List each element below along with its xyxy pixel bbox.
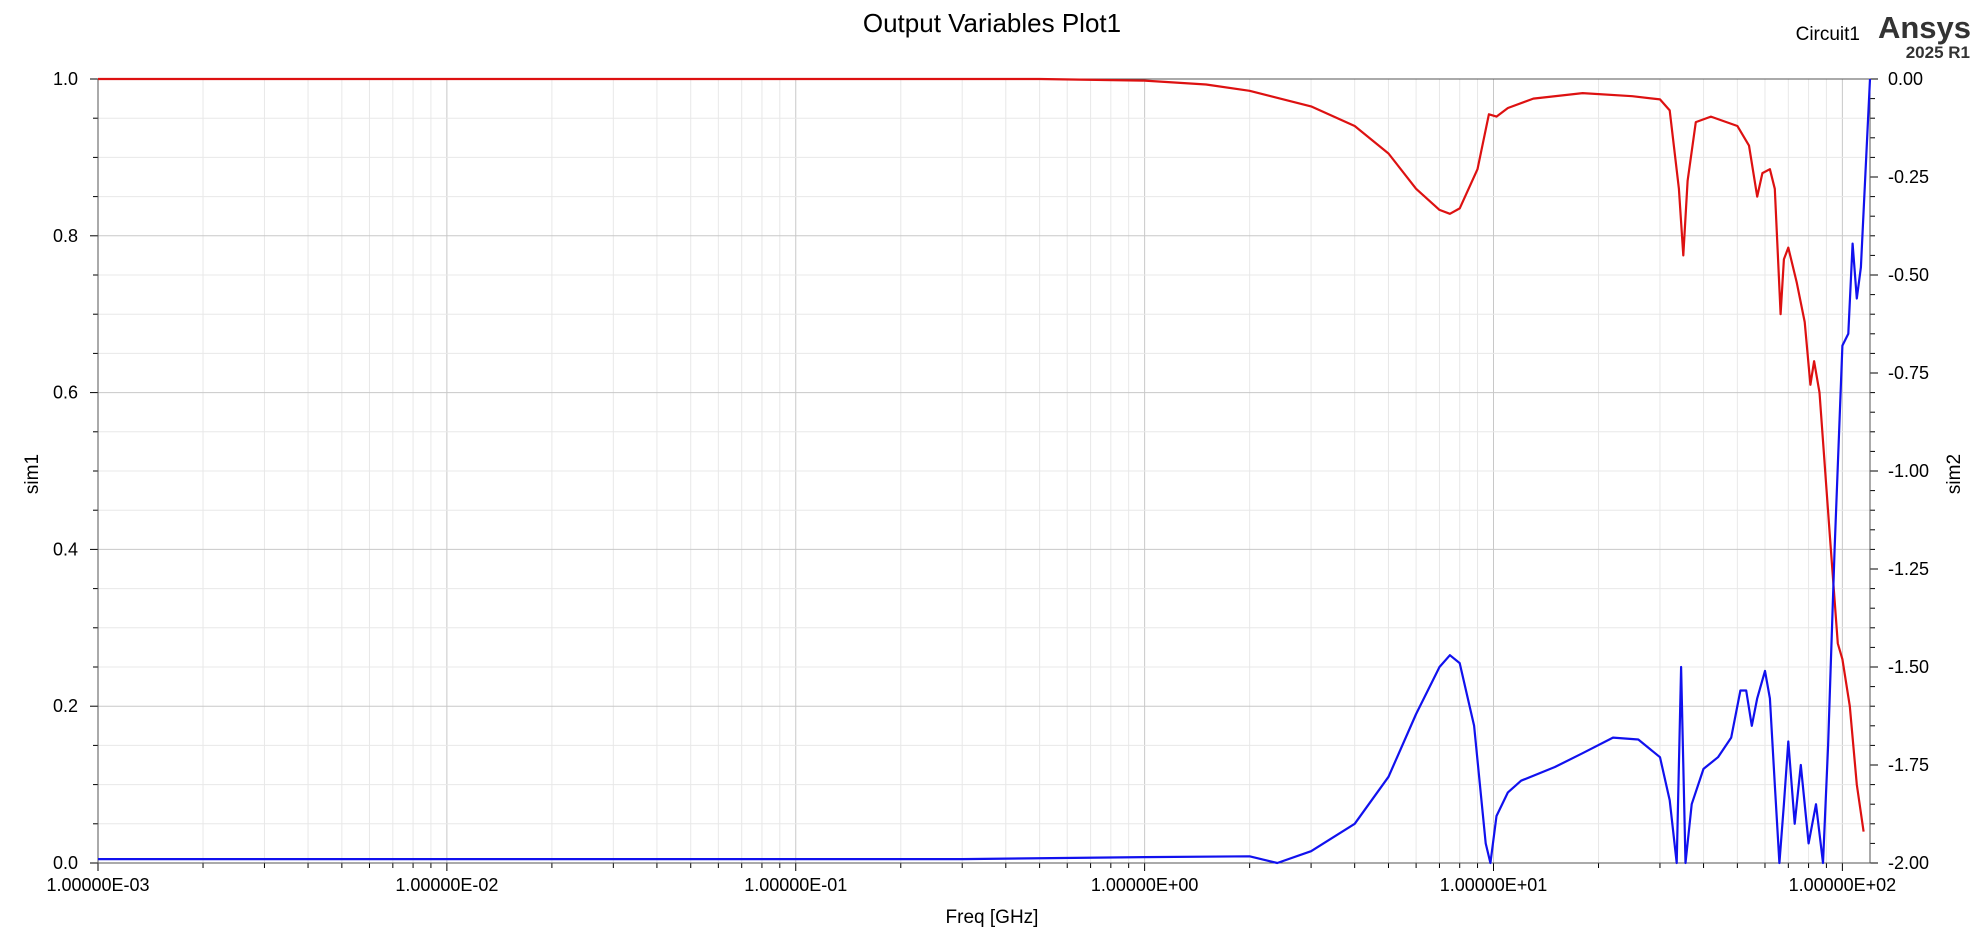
x-tick-label: 1.00000E+01	[1440, 875, 1548, 895]
y-right-tick-label: -2.00	[1888, 853, 1929, 873]
brand-logo-text: Ansys	[1877, 10, 1971, 45]
circuit-label: Circuit1	[1795, 24, 1860, 45]
y-left-tick-label: 0.2	[53, 696, 78, 716]
series-line-sim1	[98, 77, 1865, 832]
y-left-tick-label: 0.4	[53, 539, 78, 559]
y-left-tick-label: 0.6	[53, 383, 78, 403]
y-right-tick-label: -0.75	[1888, 363, 1929, 383]
chart-title: Output Variables Plot1	[862, 8, 1122, 38]
y-left-tick-label: 0.0	[53, 853, 78, 873]
x-tick-label: 1.00000E-01	[744, 875, 847, 895]
y-left-tick-label: 0.8	[53, 226, 78, 246]
y-right-tick-label: -1.25	[1888, 559, 1929, 579]
brand-version: 2025 R1	[1905, 43, 1970, 62]
axes: 1.00000E-03 1.00000E-02 1.00000E-01 1.00000…	[46, 69, 1929, 895]
y-right-tick-label: -0.25	[1888, 167, 1929, 187]
y-left-tick-label: 1.0	[53, 69, 78, 89]
x-tick-label: 1.00000E+00	[1091, 875, 1199, 895]
x-axis-label: Freq [GHz]	[945, 907, 1039, 928]
y-right-tick-label: -1.75	[1888, 755, 1929, 775]
x-tick-label: 1.00000E-02	[395, 875, 498, 895]
y-axis-label-left: sim1	[22, 453, 43, 495]
y-right-tick-label: -1.00	[1888, 461, 1929, 481]
series-line-sim2	[98, 78, 1872, 865]
series-lines	[98, 77, 1872, 865]
y-right-tick-label: -0.50	[1888, 265, 1929, 285]
grid	[97, 78, 1870, 864]
x-tick-label: 1.00000E-03	[46, 875, 149, 895]
x-tick-label: 1.00000E+02	[1789, 875, 1897, 895]
y-right-tick-label: -1.50	[1888, 657, 1929, 677]
y-right-tick-label: 0.00	[1888, 69, 1923, 89]
y-axis-label-right: sim2	[1944, 453, 1965, 495]
